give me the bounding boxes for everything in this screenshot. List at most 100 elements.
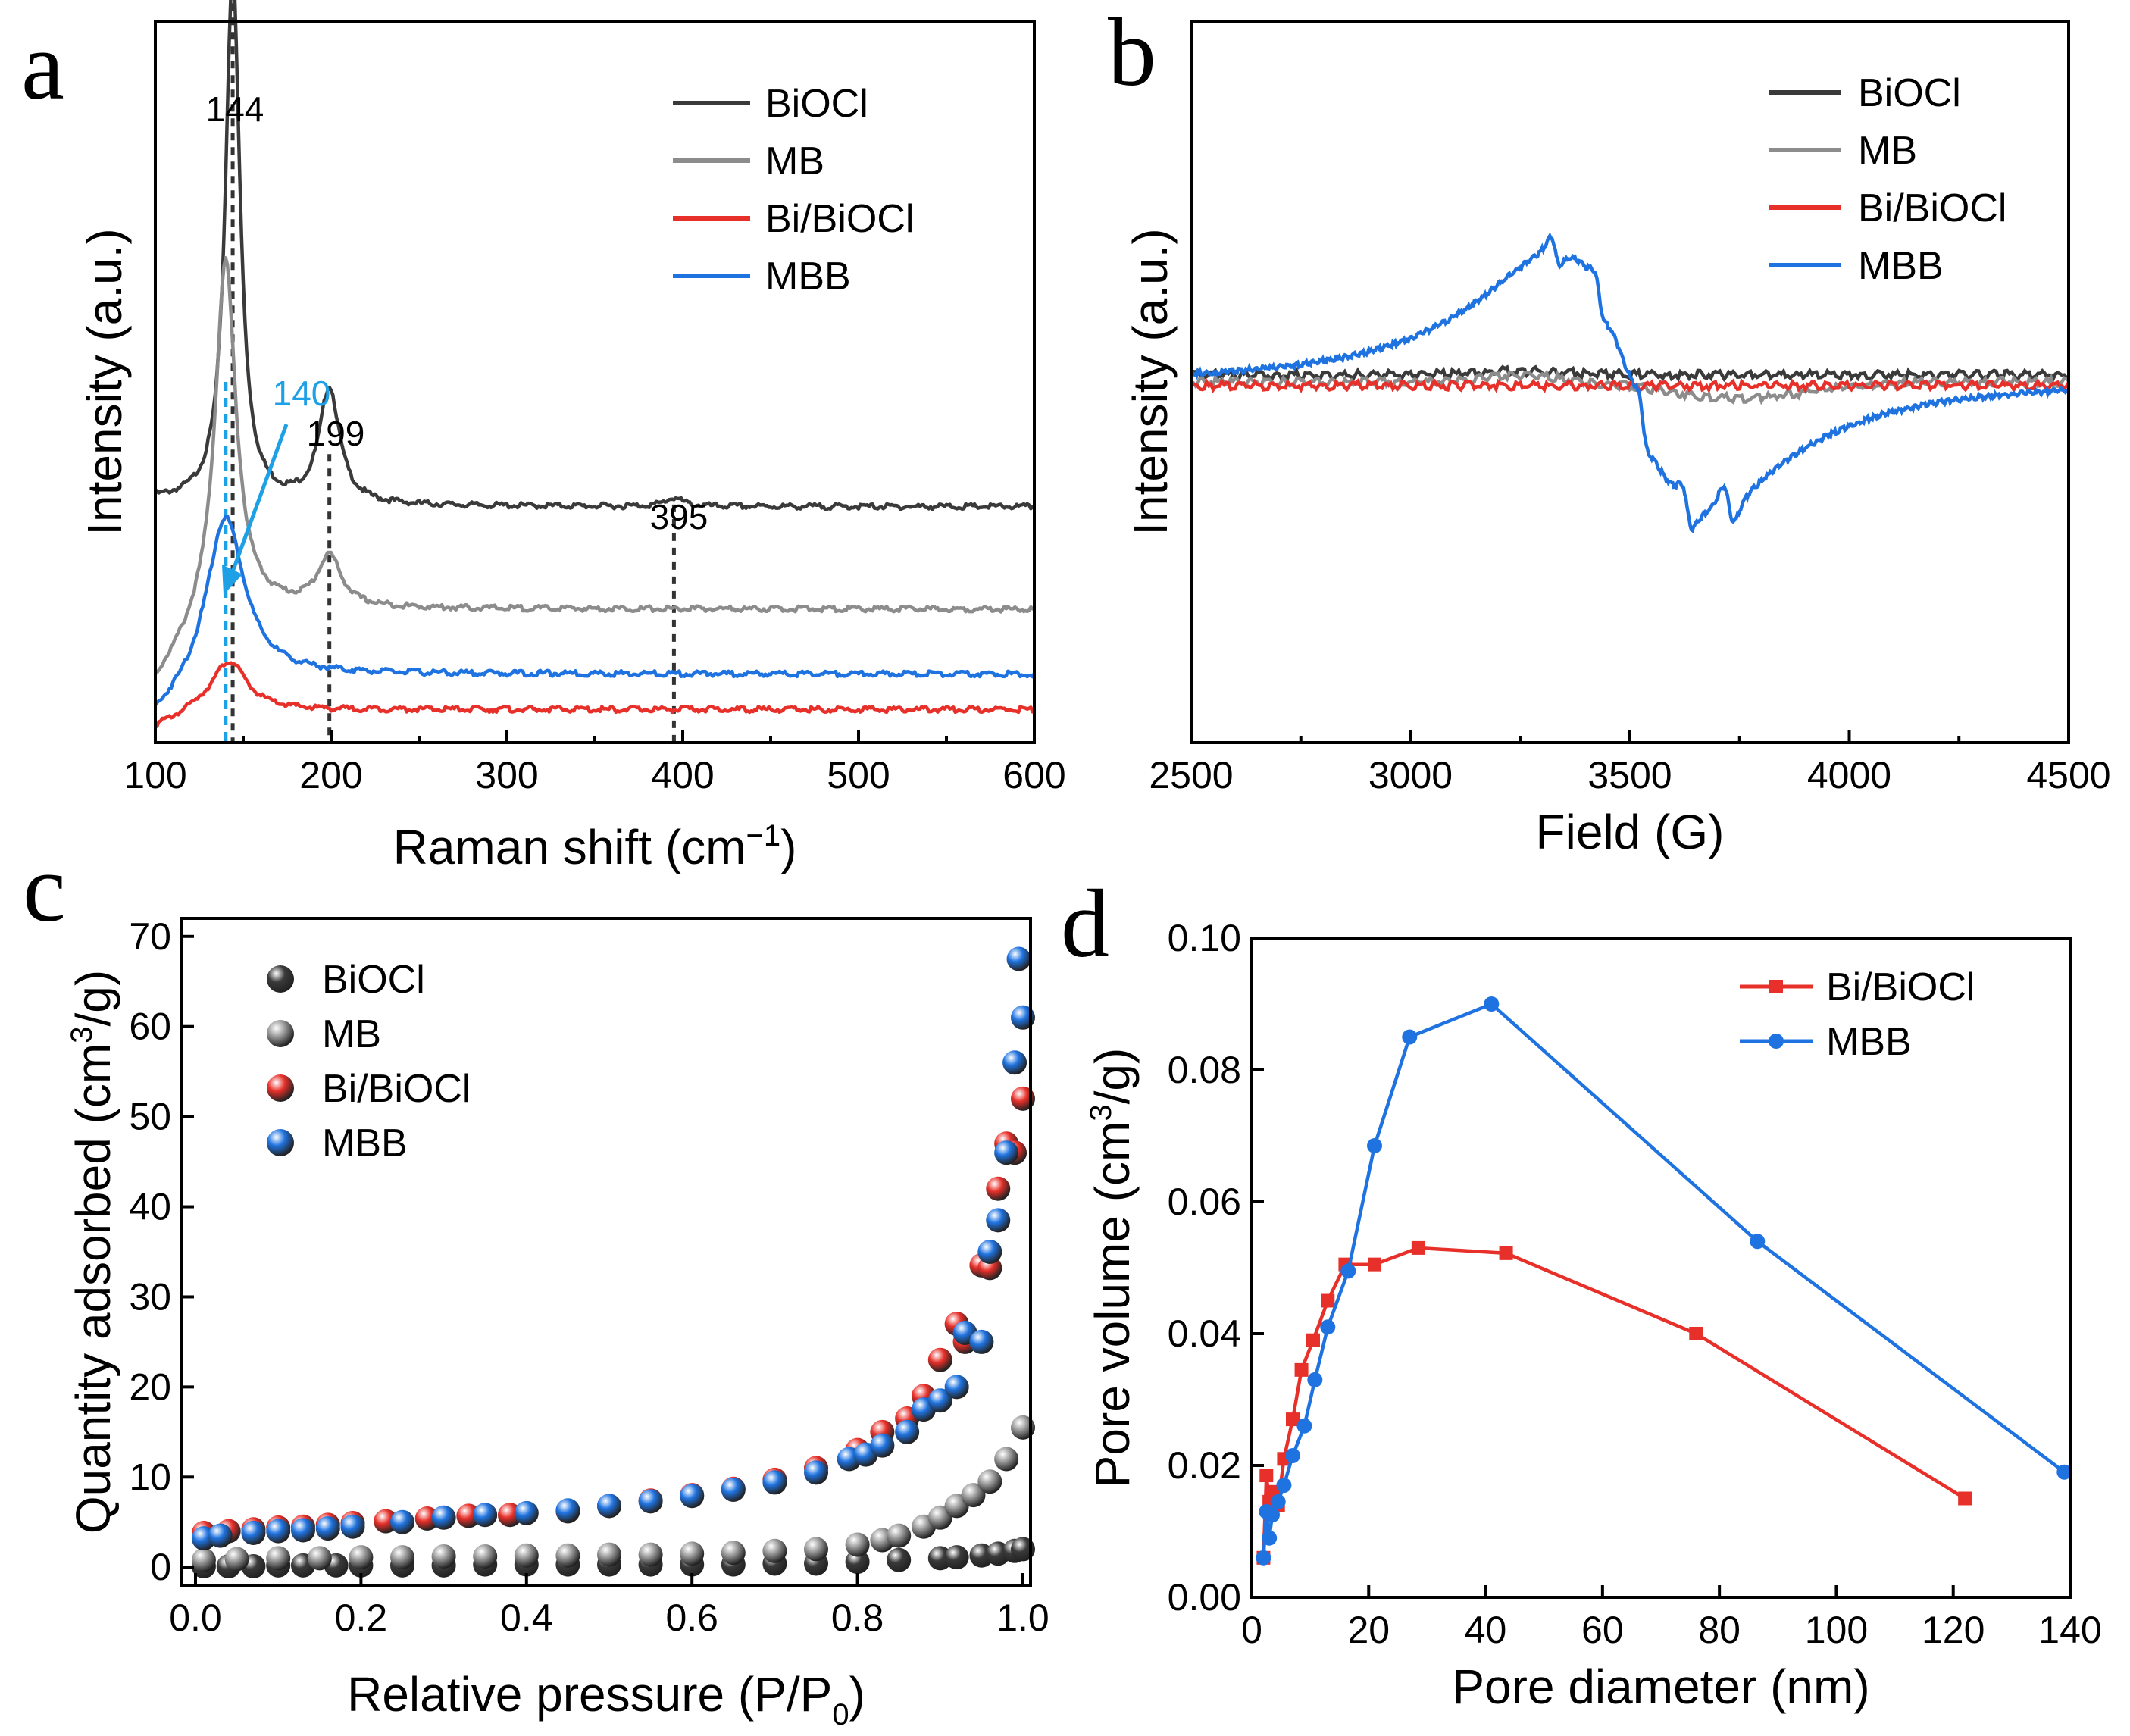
panel-d-point-bi-biocl <box>1411 1240 1425 1255</box>
panel-a-x-tick-label-300: 300 <box>475 754 538 796</box>
panel-b-x-tick-label-4500: 4500 <box>2026 754 2110 796</box>
panel-d-x-axis-title: Pore diameter (nm) <box>1452 1659 1869 1714</box>
panel-b-legend-label-2: Bi/BiOCl <box>1858 186 2006 230</box>
panel-b-x-tick-label-3500: 3500 <box>1587 754 1672 796</box>
panel-c-point-mb <box>597 1542 621 1567</box>
panel-d-legend-label-1: MBB <box>1826 1020 1912 1064</box>
panel-d-y-tick-label: 0.04 <box>1168 1312 1241 1355</box>
panel-c-y-tick-label: 40 <box>129 1186 171 1228</box>
panel-c-point-mb <box>680 1541 705 1566</box>
panel-c-point-mb <box>994 1447 1019 1472</box>
panel-c-x-tick-label: 0.0 <box>169 1597 222 1639</box>
panel-c-point-mbb <box>895 1419 920 1444</box>
panel-c-point-biocl <box>887 1547 912 1572</box>
panel-d-plot-area <box>1256 996 2072 1566</box>
panel-d-point-bi-biocl <box>1368 1257 1381 1272</box>
panel-b-x-axis-title: Field (G) <box>1536 805 1725 859</box>
panel-c-point-mbb <box>944 1375 969 1400</box>
panel-d-point-mbb <box>1270 1494 1286 1509</box>
panel-c-point-mbb <box>390 1509 414 1534</box>
panel-d-point-mbb <box>1265 1507 1280 1523</box>
panel-d-point-bi-biocl <box>1259 1469 1274 1483</box>
panel-d-legend-marker-0 <box>1769 980 1783 993</box>
panel-c-x-axis-title: Relative pressure (P/P0) <box>347 1667 865 1731</box>
panel-a: a Raman shift (cm−1) Intensity (a.u.) 10… <box>21 0 1066 874</box>
panel-d-x-tick-label: 40 <box>1465 1609 1507 1651</box>
panel-c-y-tick-label: 50 <box>129 1096 171 1138</box>
panel-d-point-mbb <box>1276 1478 1292 1494</box>
panel-d-series-line-mbb <box>1262 1002 2066 1558</box>
panel-d-point-bi-biocl <box>1286 1412 1300 1427</box>
panel-a-legend-label-0: BiOCl <box>765 82 868 126</box>
panel-d-point-bi-biocl <box>1689 1327 1703 1340</box>
panel-c-y-tick-label: 20 <box>129 1365 171 1408</box>
panel-c: c Relative pressure (P/P0) Quantity adso… <box>23 834 1049 1731</box>
panel-a-series-line-biocl <box>154 0 1036 511</box>
panel-c-point-mbb <box>208 1523 233 1548</box>
panel-c-ticks: 0.0 0.2 0.4 0.6 0.8 1.0 0 10 20 30 40 50 60 70 <box>129 915 1049 1639</box>
panel-a-x-tick-label-600: 600 <box>1002 754 1065 796</box>
panel-c-y-tick-label: 30 <box>129 1275 171 1318</box>
panel-d-legend-label-0: Bi/BiOCl <box>1826 965 1975 1009</box>
panel-b-legend-label-1: MB <box>1858 129 1917 173</box>
panel-c-point-mbb <box>431 1505 456 1530</box>
panel-c-point-mbb <box>762 1470 787 1495</box>
panel-a-plot-area <box>154 0 1037 743</box>
panel-d-point-mbb <box>1750 1234 1766 1250</box>
panel-a-x-axis-title: Raman shift (cm−1) <box>393 819 797 874</box>
panel-c-x-tick-label: 0.8 <box>831 1597 884 1639</box>
panel-d-x-tick-label: 20 <box>1347 1609 1390 1651</box>
panel-d-point-mbb <box>1262 1530 1278 1546</box>
panel-c-legend-label-3: MBB <box>322 1121 408 1165</box>
panel-c-point-mbb <box>473 1503 498 1528</box>
panel-c-legend-marker-2 <box>267 1074 294 1102</box>
panel-c-point-mb <box>431 1544 456 1569</box>
panel-c-legend: BiOCl MB Bi/BiOCl MBB <box>267 958 471 1165</box>
panel-c-point-mbb <box>290 1518 315 1543</box>
panel-d-x-tick-label: 140 <box>2038 1609 2101 1651</box>
panel-c-point-mb <box>887 1523 912 1548</box>
panel-a-series-line-mbb <box>154 514 1037 706</box>
panel-b-series-line-mbb <box>1190 232 2071 533</box>
panel-c-point-mbb <box>977 1240 1002 1264</box>
panel-c-point-mb <box>473 1544 498 1569</box>
panel-a-x-tick-label-100: 100 <box>124 754 186 796</box>
panel-c-point-mb <box>845 1532 870 1557</box>
panel-c-y-tick-label: 0 <box>150 1546 171 1588</box>
panel-c-point-mb <box>349 1545 374 1570</box>
panel-c-y-tick-label: 60 <box>129 1006 171 1048</box>
panel-a-x-tick-label-200: 200 <box>299 754 362 796</box>
panel-a-arrow-shaft <box>229 424 289 577</box>
panel-b-series-line-bi-biocl <box>1190 377 2070 394</box>
panel-c-legend-marker-0 <box>267 965 294 993</box>
panel-c-legend-label-2: Bi/BiOCl <box>322 1067 471 1111</box>
panel-a-y-axis-title: Intensity (a.u.) <box>77 228 132 536</box>
panel-b-legend-label-3: MBB <box>1858 244 1944 288</box>
panel-d-legend-marker-1 <box>1769 1034 1784 1049</box>
panel-c-point-mbb <box>969 1329 994 1354</box>
panel-letter-d: d <box>1061 870 1109 977</box>
panel-c-point-mb <box>804 1537 828 1562</box>
panel-c-legend-label-0: BiOCl <box>322 958 425 1002</box>
panel-c-point-bi-biocl <box>986 1176 1011 1201</box>
panel-c-legend-marker-3 <box>267 1129 294 1156</box>
panel-d-point-bi-biocl <box>1306 1333 1320 1347</box>
panel-d-frame <box>1250 937 2072 1599</box>
panel-a-legend-label-2: Bi/BiOCl <box>765 197 914 241</box>
panel-c-x-tick-label: 0.2 <box>335 1597 388 1639</box>
panel-d-point-mbb <box>1484 996 1500 1012</box>
panel-c-point-mbb <box>514 1500 539 1525</box>
panel-a-series-line-mb <box>154 256 1035 675</box>
panel-b: b Field (G) Intensity (a.u.) 2500 3000 350… <box>1108 0 2111 859</box>
panel-c-point-mbb <box>555 1498 580 1523</box>
panel-b-legend-label-0: BiOCl <box>1858 71 1961 115</box>
panel-a-x-tick-label-500: 500 <box>827 754 890 796</box>
panel-c-point-mb <box>721 1541 746 1566</box>
panel-b-y-axis-title: Intensity (a.u.) <box>1123 228 1178 536</box>
panel-d-point-mbb <box>1402 1029 1418 1045</box>
panel-a-series-line-bi-biocl <box>154 661 1035 729</box>
panel-b-x-ticks: 2500 3000 3500 4000 4500 <box>1149 730 2111 796</box>
panel-letter-c: c <box>23 834 66 942</box>
